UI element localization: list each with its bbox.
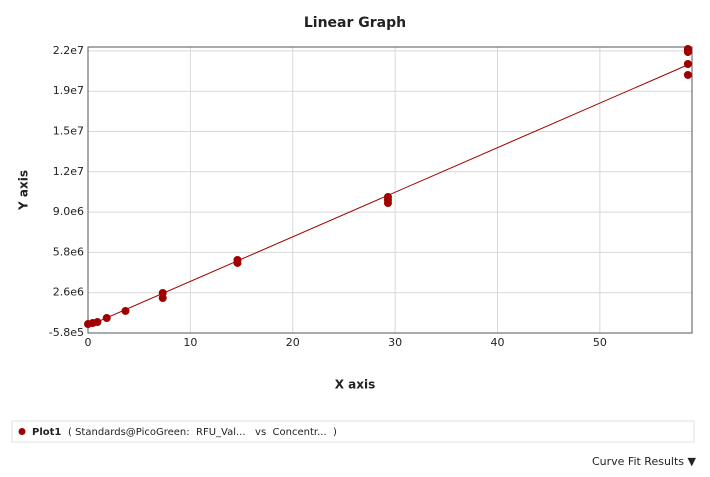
data-point	[683, 60, 692, 69]
data-point	[102, 314, 111, 323]
y-tick-label: 5.8e6	[53, 245, 84, 258]
y-tick-label: -5.8e5	[49, 326, 84, 339]
legend-detail: ( Standards@PicoGreen: RFU_Val... vs Con…	[68, 427, 337, 438]
legend-entry[interactable]: Plot1	[32, 427, 61, 438]
data-point	[158, 293, 167, 302]
plot-frame	[87, 46, 693, 334]
curve-fit-button[interactable]: Curve Fit Results ▼	[592, 455, 697, 468]
data-point	[683, 48, 692, 57]
x-tick-label: 20	[286, 336, 300, 349]
x-tick-label: 10	[183, 336, 197, 349]
y-tick-label: 1.5e7	[53, 125, 84, 138]
y-tick-label: 1.2e7	[53, 165, 84, 178]
y-tick-label: 2.6e6	[53, 286, 84, 299]
data-point	[683, 70, 692, 79]
data-point	[233, 258, 242, 267]
x-tick-label: 50	[593, 336, 607, 349]
x-tick-label: 0	[85, 336, 92, 349]
legend-marker	[18, 428, 26, 435]
y-tick-label: 9.0e6	[53, 205, 84, 218]
legend-box	[11, 420, 695, 443]
x-tick-label: 30	[388, 336, 402, 349]
data-point	[383, 199, 392, 208]
x-axis-label: X axis	[335, 378, 376, 392]
y-tick-label: 2.2e7	[53, 44, 84, 57]
chart-title: Linear Graph	[304, 15, 406, 31]
y-tick-label: 1.9e7	[53, 84, 84, 97]
y-axis-label: Y axis	[17, 170, 31, 211]
x-tick-label: 40	[490, 336, 504, 349]
data-point	[84, 320, 92, 329]
data-point	[121, 306, 130, 315]
